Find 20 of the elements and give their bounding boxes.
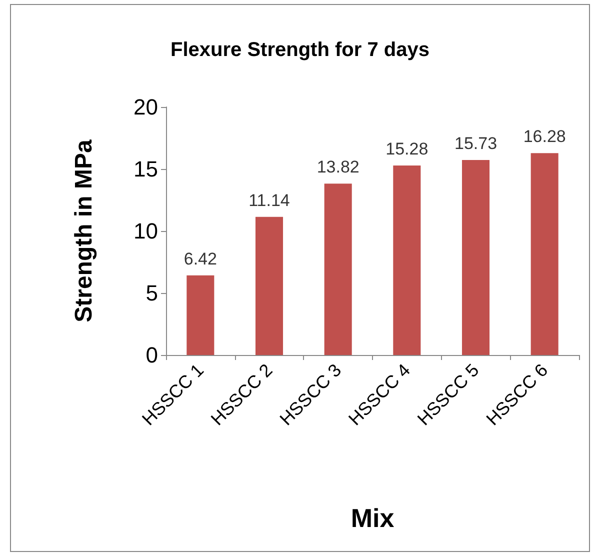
data-label: 15.28 — [386, 140, 428, 159]
bar — [530, 153, 558, 355]
bar — [324, 184, 352, 355]
data-label: 6.42 — [184, 249, 217, 268]
chart-title: Flexure Strength for 7 days — [170, 39, 430, 61]
data-label: 13.82 — [316, 158, 360, 177]
y-axis-title: Strength in MPa — [70, 139, 98, 322]
bar — [255, 216, 284, 355]
bar — [462, 160, 490, 355]
data-label: 16.28 — [523, 127, 566, 146]
bar — [186, 275, 214, 355]
y-tick-label: 5 — [146, 280, 158, 306]
y-tick-label: 15 — [134, 156, 158, 182]
y-tick-label: 0 — [146, 342, 158, 368]
bar — [393, 166, 421, 355]
y-tick-label: 10 — [134, 218, 158, 244]
data-label: 11.14 — [248, 190, 290, 210]
x-axis-title: Mix — [350, 503, 395, 533]
y-tick-label: 20 — [134, 94, 158, 120]
data-label: 15.73 — [454, 134, 498, 153]
